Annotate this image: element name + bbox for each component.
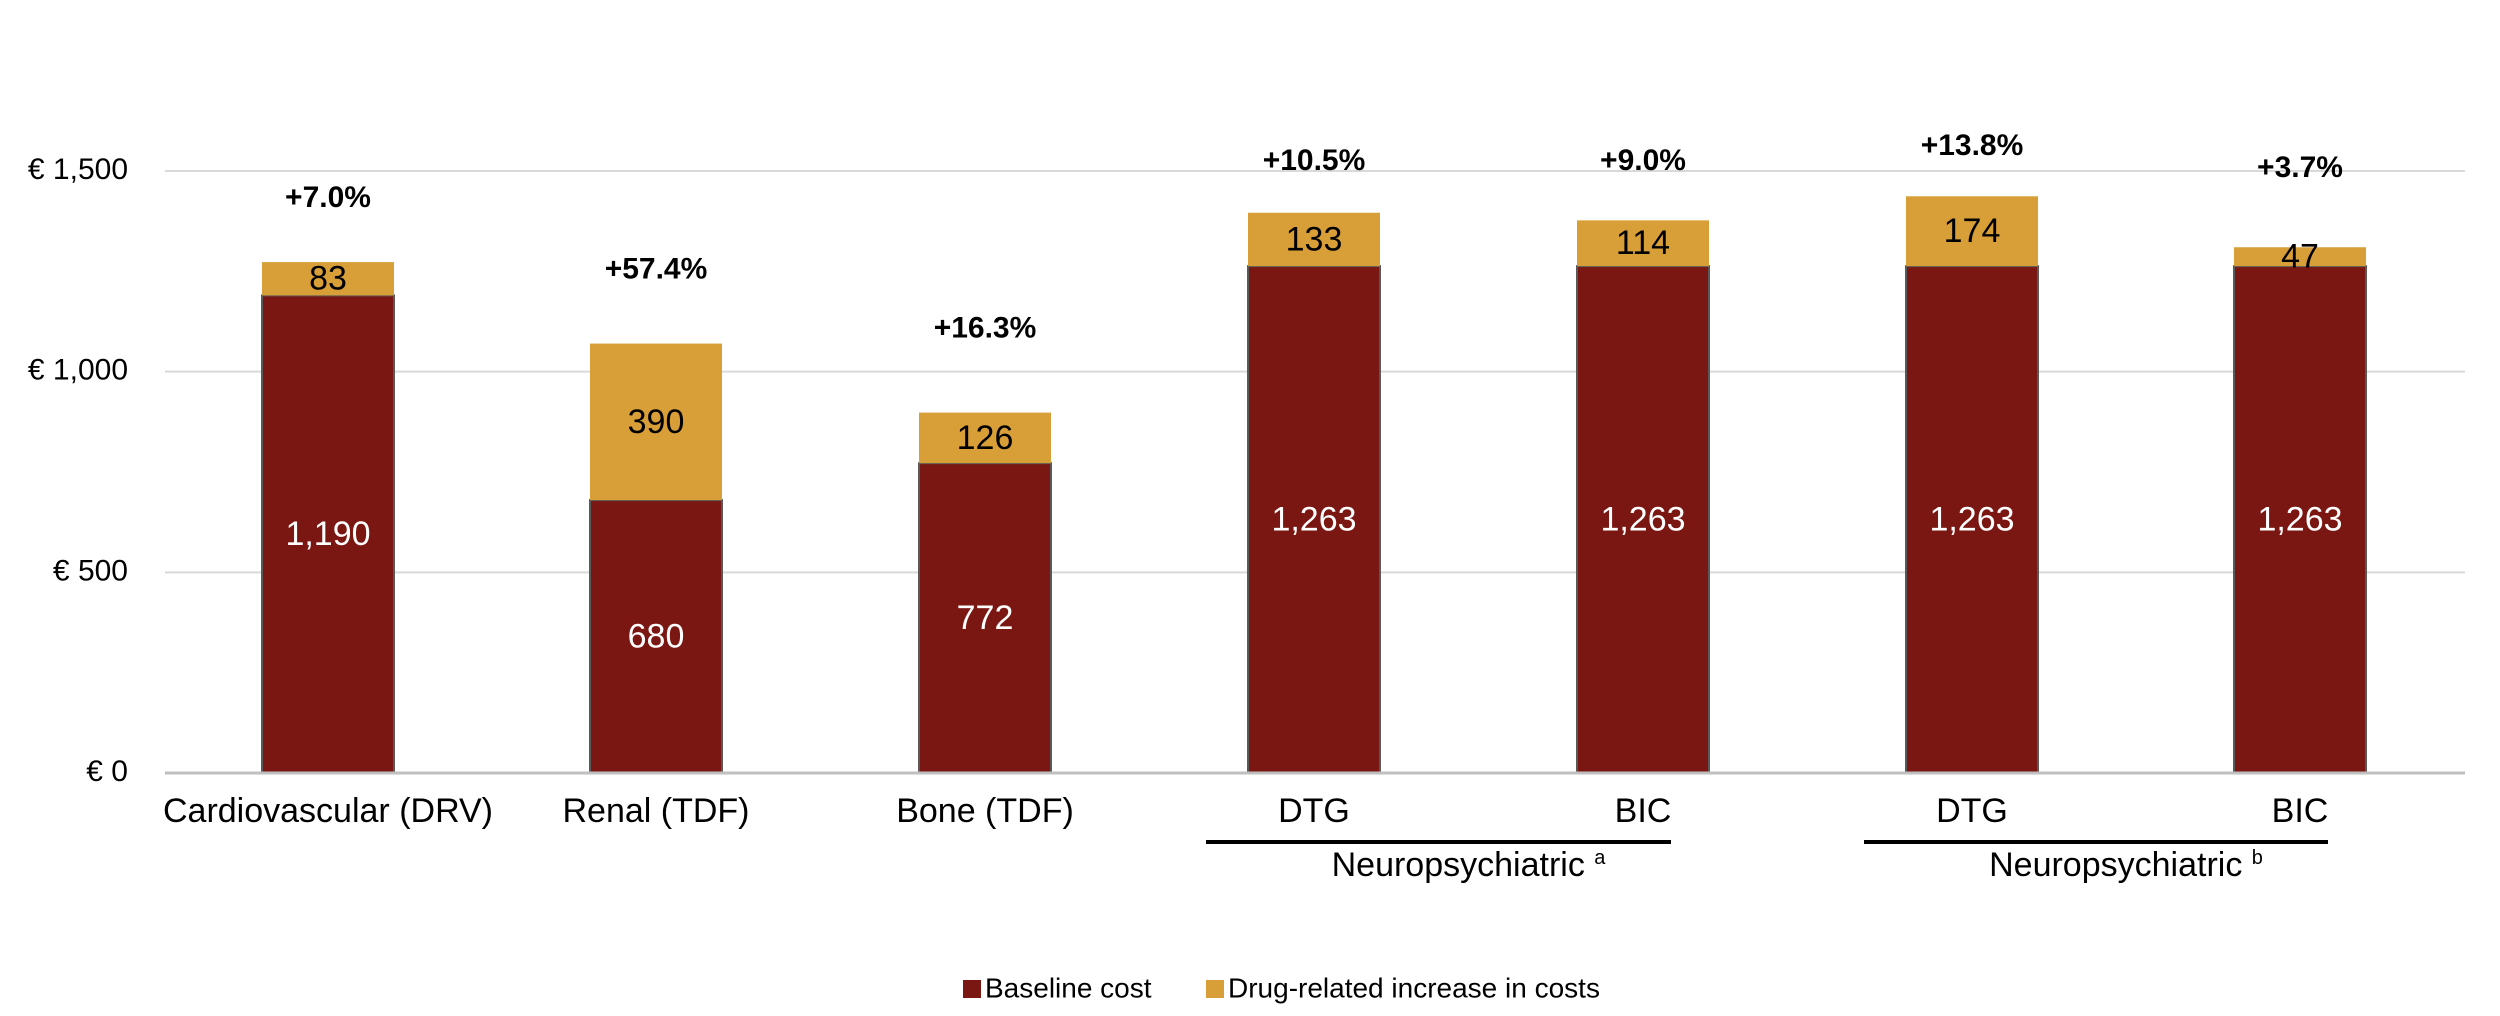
x-tick-label: Renal (TDF) bbox=[562, 792, 749, 830]
data-label-increase: 133 bbox=[1286, 220, 1343, 258]
data-label-baseline: 680 bbox=[628, 618, 685, 656]
bar-drug-related-increase bbox=[1248, 212, 1380, 267]
bar-drug-related-increase bbox=[1906, 196, 2038, 267]
x-axis-tick-labels: Cardiovascular (DRV) Renal (TDF) Bone (TDF… bbox=[163, 792, 2328, 830]
x-tick-label: Bone (TDF) bbox=[896, 792, 1074, 830]
bar-stack: 1,190 83 +7.0% bbox=[261, 181, 395, 774]
data-label-increase: 83 bbox=[309, 260, 347, 298]
legend-swatch bbox=[1206, 980, 1224, 998]
y-tick-label: € 1,000 bbox=[28, 354, 128, 387]
group-label: Neuropsychiatric a bbox=[1332, 846, 1607, 884]
y-tick-label: € 500 bbox=[53, 554, 128, 587]
bar-drug-related-increase bbox=[590, 343, 722, 501]
data-label-baseline: 1,190 bbox=[285, 515, 370, 553]
group-label-superscript: b bbox=[2252, 847, 2263, 869]
group-label-superscript: a bbox=[1594, 847, 1606, 869]
percent-change-label: +9.0% bbox=[1600, 144, 1686, 177]
percent-change-label: +57.4% bbox=[605, 253, 708, 286]
data-label-baseline: 1,263 bbox=[1929, 501, 2014, 539]
bar-stack: 1,263 174 +13.8% bbox=[1905, 129, 2039, 774]
bar-stack: 1,263 114 +9.0% bbox=[1576, 144, 1710, 774]
data-label-increase: 114 bbox=[1616, 224, 1670, 262]
percent-change-label: +7.0% bbox=[285, 181, 371, 214]
legend-label: Drug-related increase in costs bbox=[1228, 972, 1600, 1003]
bar-baseline-cost bbox=[589, 499, 723, 774]
percent-change-label: +13.8% bbox=[1921, 129, 2024, 162]
percent-change-label: +3.7% bbox=[2257, 151, 2343, 184]
group-label: Neuropsychiatric b bbox=[1989, 846, 2263, 884]
bar-drug-related-increase bbox=[1577, 220, 1709, 267]
bar-baseline-cost bbox=[1905, 265, 2039, 774]
data-label-increase: 126 bbox=[957, 419, 1014, 457]
data-label-increase: 390 bbox=[628, 403, 685, 441]
legend: Baseline cost Drug-related increase in co… bbox=[963, 972, 1600, 1003]
bar-stack: 1,263 133 +10.5% bbox=[1247, 144, 1381, 774]
x-tick-label: DTG bbox=[1278, 792, 1350, 830]
x-tick-label: Cardiovascular (DRV) bbox=[163, 792, 493, 830]
x-tick-label: BIC bbox=[1615, 792, 1672, 830]
y-tick-label: € 0 bbox=[86, 755, 128, 788]
y-tick-label: € 1,500 bbox=[28, 153, 128, 186]
percent-change-label: +16.3% bbox=[934, 312, 1037, 345]
bar-baseline-cost bbox=[2233, 265, 2367, 774]
legend-label: Baseline cost bbox=[985, 972, 1152, 1003]
legend-item: Baseline cost bbox=[963, 972, 1152, 1003]
bar-baseline-cost bbox=[261, 294, 395, 774]
bars: 1,190 83 +7.0% 680 390 +57.4% 772 126 +16.3% 1,26… bbox=[261, 129, 2367, 774]
bar-stack: 1,263 47 +3.7% bbox=[2233, 151, 2367, 774]
percent-change-label: +10.5% bbox=[1263, 144, 1366, 177]
data-label-increase: 47 bbox=[2281, 238, 2319, 276]
x-tick-label: DTG bbox=[1936, 792, 2008, 830]
data-label-baseline: 1,263 bbox=[1600, 501, 1685, 539]
data-label-increase: 174 bbox=[1944, 212, 2001, 250]
bar-drug-related-increase bbox=[262, 262, 394, 296]
bar-drug-related-increase bbox=[2234, 247, 2366, 267]
bar-drug-related-increase bbox=[919, 412, 1051, 464]
bar-stack: 680 390 +57.4% bbox=[589, 253, 723, 774]
legend-swatch bbox=[963, 980, 981, 998]
legend-item: Drug-related increase in costs bbox=[1206, 972, 1600, 1003]
data-label-baseline: 1,263 bbox=[2257, 501, 2342, 539]
bar-stack: 772 126 +16.3% bbox=[918, 312, 1052, 774]
data-label-baseline: 772 bbox=[957, 599, 1014, 637]
x-tick-label: BIC bbox=[2272, 792, 2329, 830]
y-axis-tick-labels: € 0 € 500 € 1,000 € 1,500 bbox=[28, 153, 128, 788]
category-groups: Neuropsychiatric a Neuropsychiatric b bbox=[1206, 840, 2328, 884]
data-label-baseline: 1,263 bbox=[1271, 501, 1356, 539]
